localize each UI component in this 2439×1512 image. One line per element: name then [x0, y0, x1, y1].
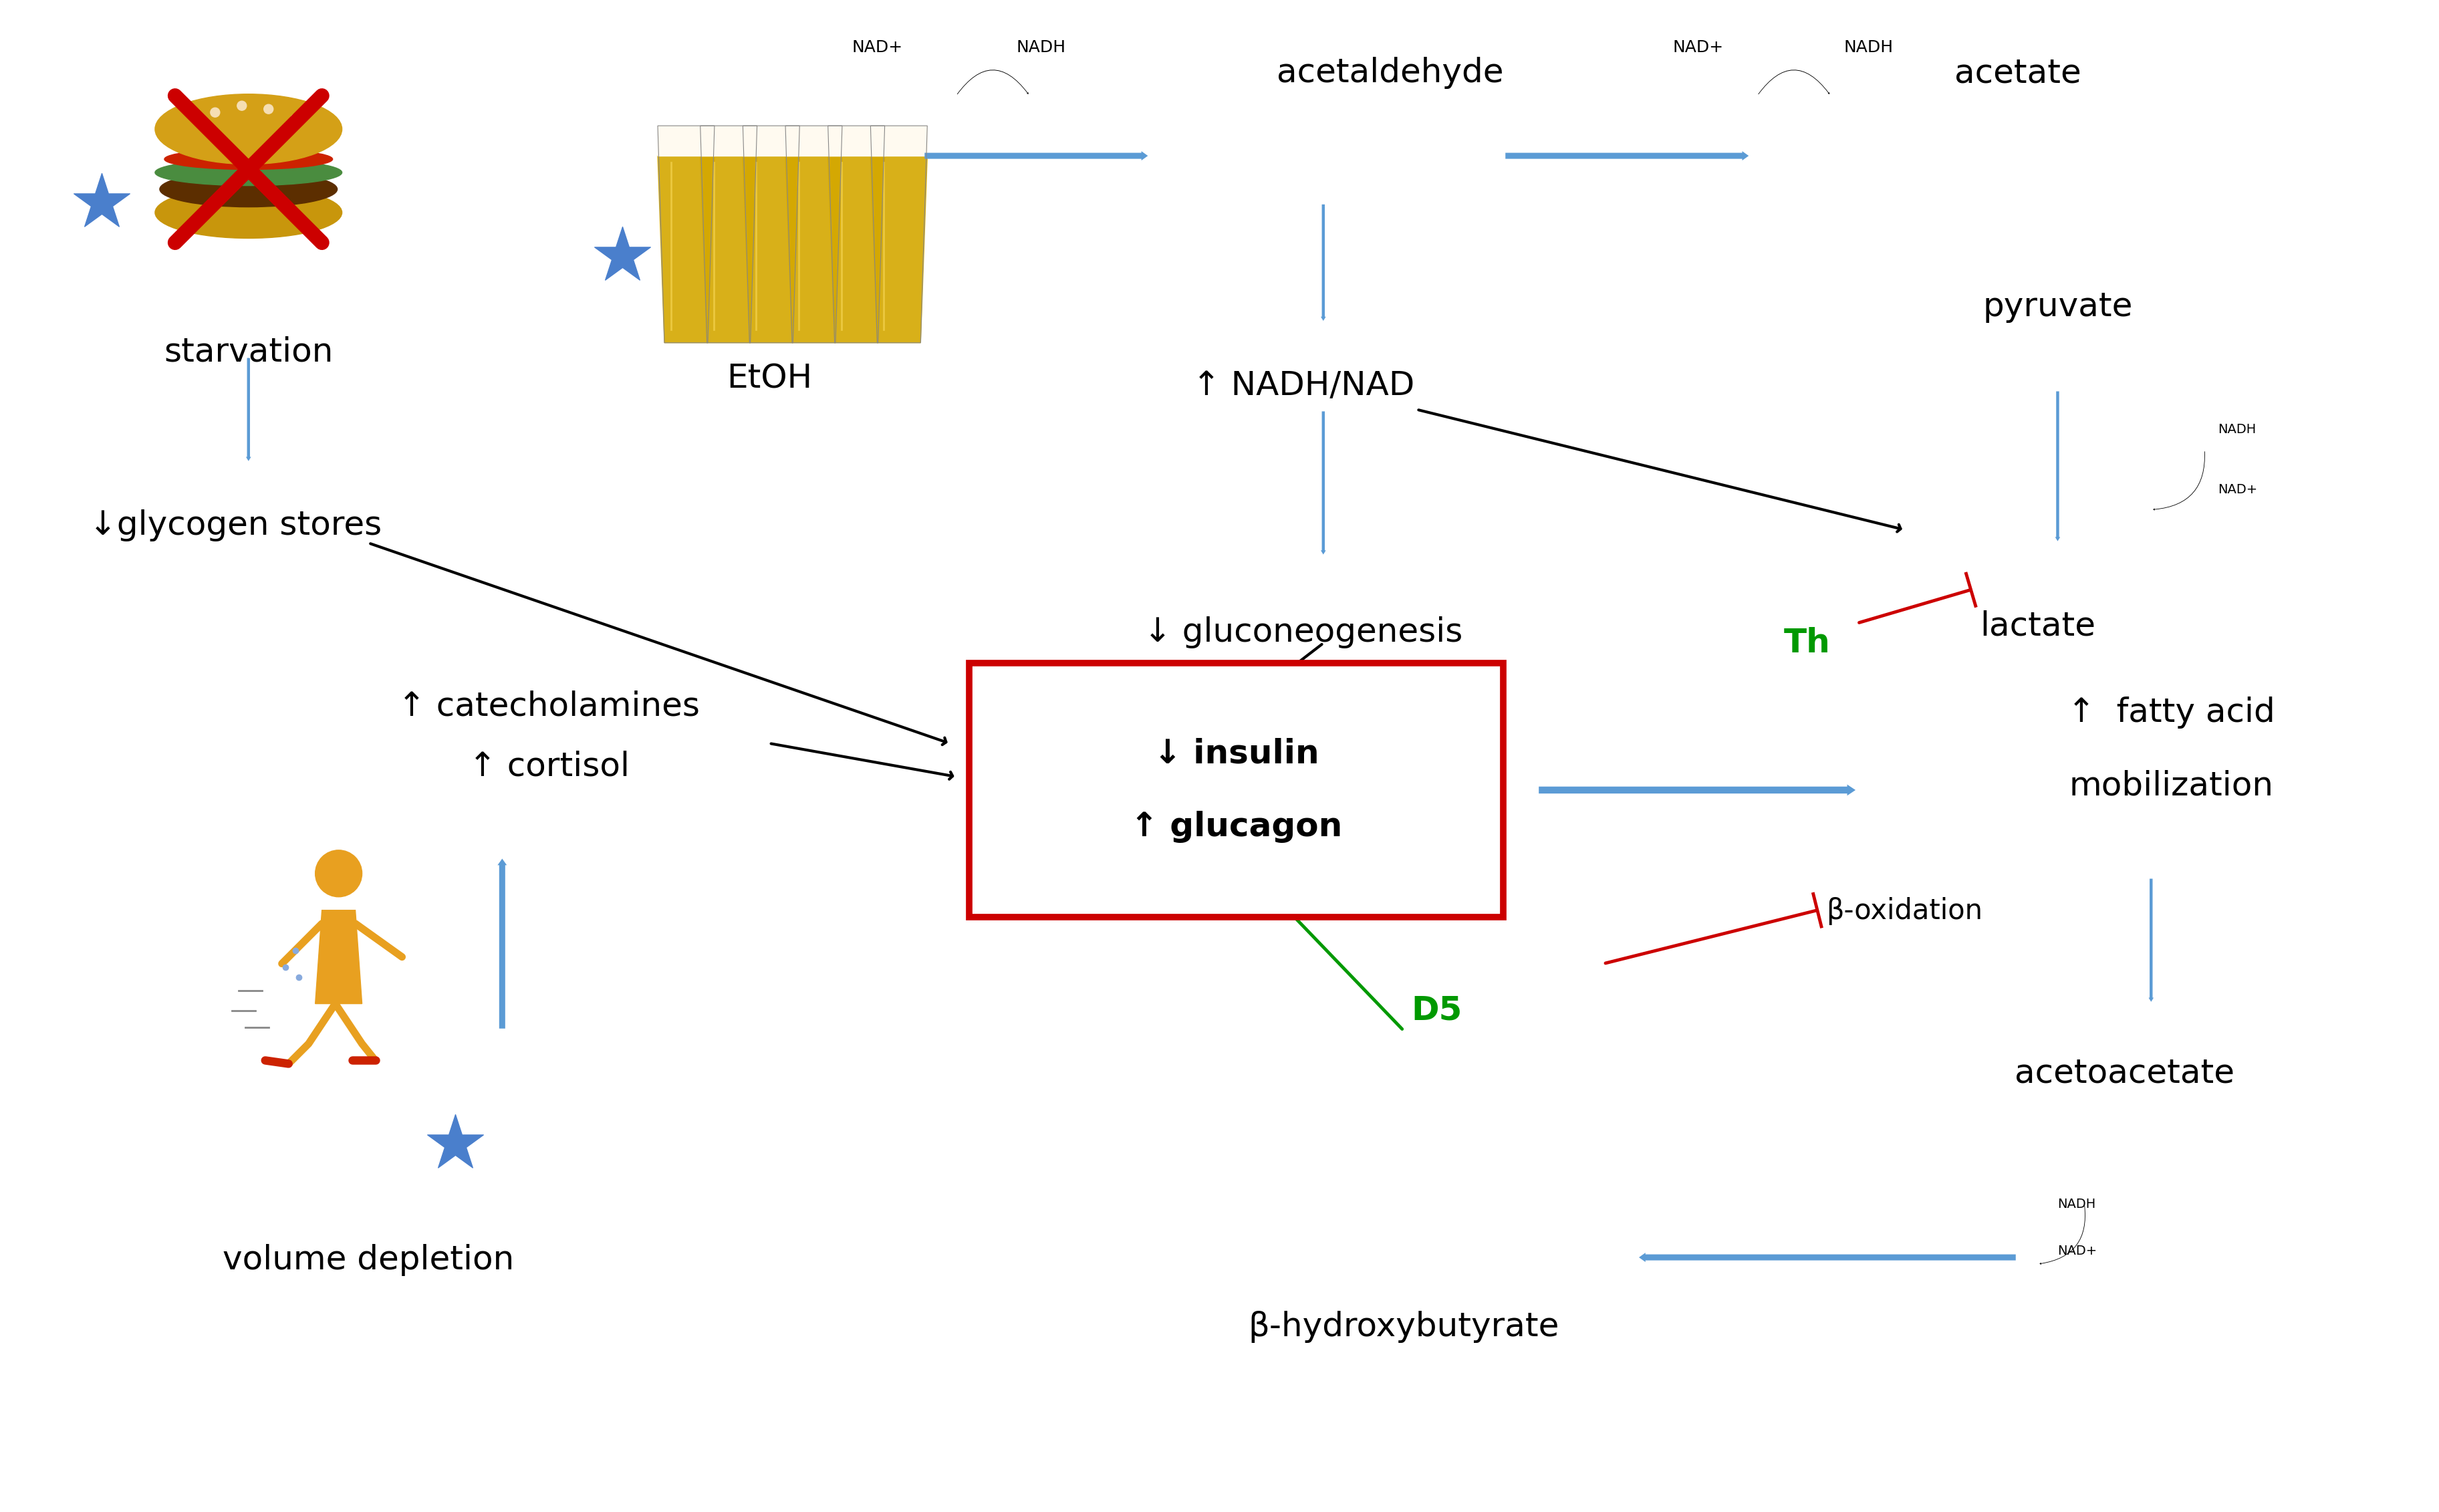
Polygon shape [871, 156, 927, 343]
Text: NAD+: NAD+ [1673, 39, 1724, 56]
Text: NAD+: NAD+ [2059, 1244, 2098, 1256]
Text: ↑  fatty acid: ↑ fatty acid [2068, 697, 2276, 729]
Text: mobilization: mobilization [2068, 770, 2273, 801]
Text: starvation: starvation [163, 336, 334, 367]
Text: NAD+: NAD+ [2217, 484, 2259, 496]
Text: NADH: NADH [2059, 1198, 2095, 1210]
FancyBboxPatch shape [968, 664, 1502, 916]
Polygon shape [744, 156, 800, 343]
Circle shape [263, 104, 273, 113]
Polygon shape [827, 156, 885, 343]
Ellipse shape [156, 94, 341, 165]
Text: NAD+: NAD+ [851, 39, 902, 56]
Text: volume depletion: volume depletion [222, 1244, 515, 1276]
Polygon shape [785, 125, 841, 156]
Text: β-oxidation: β-oxidation [1827, 897, 1983, 925]
Point [437, 1132, 476, 1157]
Polygon shape [744, 125, 800, 156]
Point [602, 243, 641, 268]
Text: β-hydroxybutyrate: β-hydroxybutyrate [1249, 1311, 1559, 1343]
Ellipse shape [156, 159, 341, 186]
Circle shape [315, 850, 361, 897]
Text: acetoacetate: acetoacetate [2015, 1057, 2234, 1089]
Text: ↓glycogen stores: ↓glycogen stores [88, 510, 380, 541]
Polygon shape [700, 156, 756, 343]
Text: NADH: NADH [1844, 39, 1893, 56]
Text: ↓ insulin: ↓ insulin [1154, 738, 1319, 770]
Ellipse shape [156, 187, 341, 239]
Text: acetate: acetate [1954, 57, 2080, 89]
Polygon shape [785, 156, 841, 343]
Circle shape [210, 107, 220, 116]
Circle shape [237, 101, 246, 110]
Polygon shape [871, 125, 927, 156]
Text: NADH: NADH [2217, 423, 2256, 435]
Circle shape [290, 115, 300, 124]
Text: ↑ cortisol: ↑ cortisol [468, 750, 629, 782]
Text: lactate: lactate [1980, 609, 2095, 643]
Text: EtOH: EtOH [727, 363, 812, 395]
Text: Th: Th [1783, 627, 1832, 659]
Polygon shape [700, 125, 756, 156]
Text: ↓ gluconeogenesis: ↓ gluconeogenesis [1144, 617, 1463, 649]
Text: D5: D5 [1412, 995, 1463, 1027]
Ellipse shape [163, 148, 332, 169]
Point [83, 191, 122, 215]
Text: acetaldehyde: acetaldehyde [1276, 57, 1502, 89]
Polygon shape [315, 910, 361, 1004]
Polygon shape [659, 156, 715, 343]
Text: NADH: NADH [1017, 39, 1066, 56]
Polygon shape [659, 125, 715, 156]
Text: pyruvate: pyruvate [1983, 290, 2132, 322]
Text: ↑ catecholamines: ↑ catecholamines [398, 689, 700, 723]
Ellipse shape [159, 171, 337, 207]
Polygon shape [827, 125, 885, 156]
Text: ↑ glucagon: ↑ glucagon [1132, 810, 1341, 842]
Text: ↑ NADH/NAD: ↑ NADH/NAD [1193, 369, 1415, 402]
